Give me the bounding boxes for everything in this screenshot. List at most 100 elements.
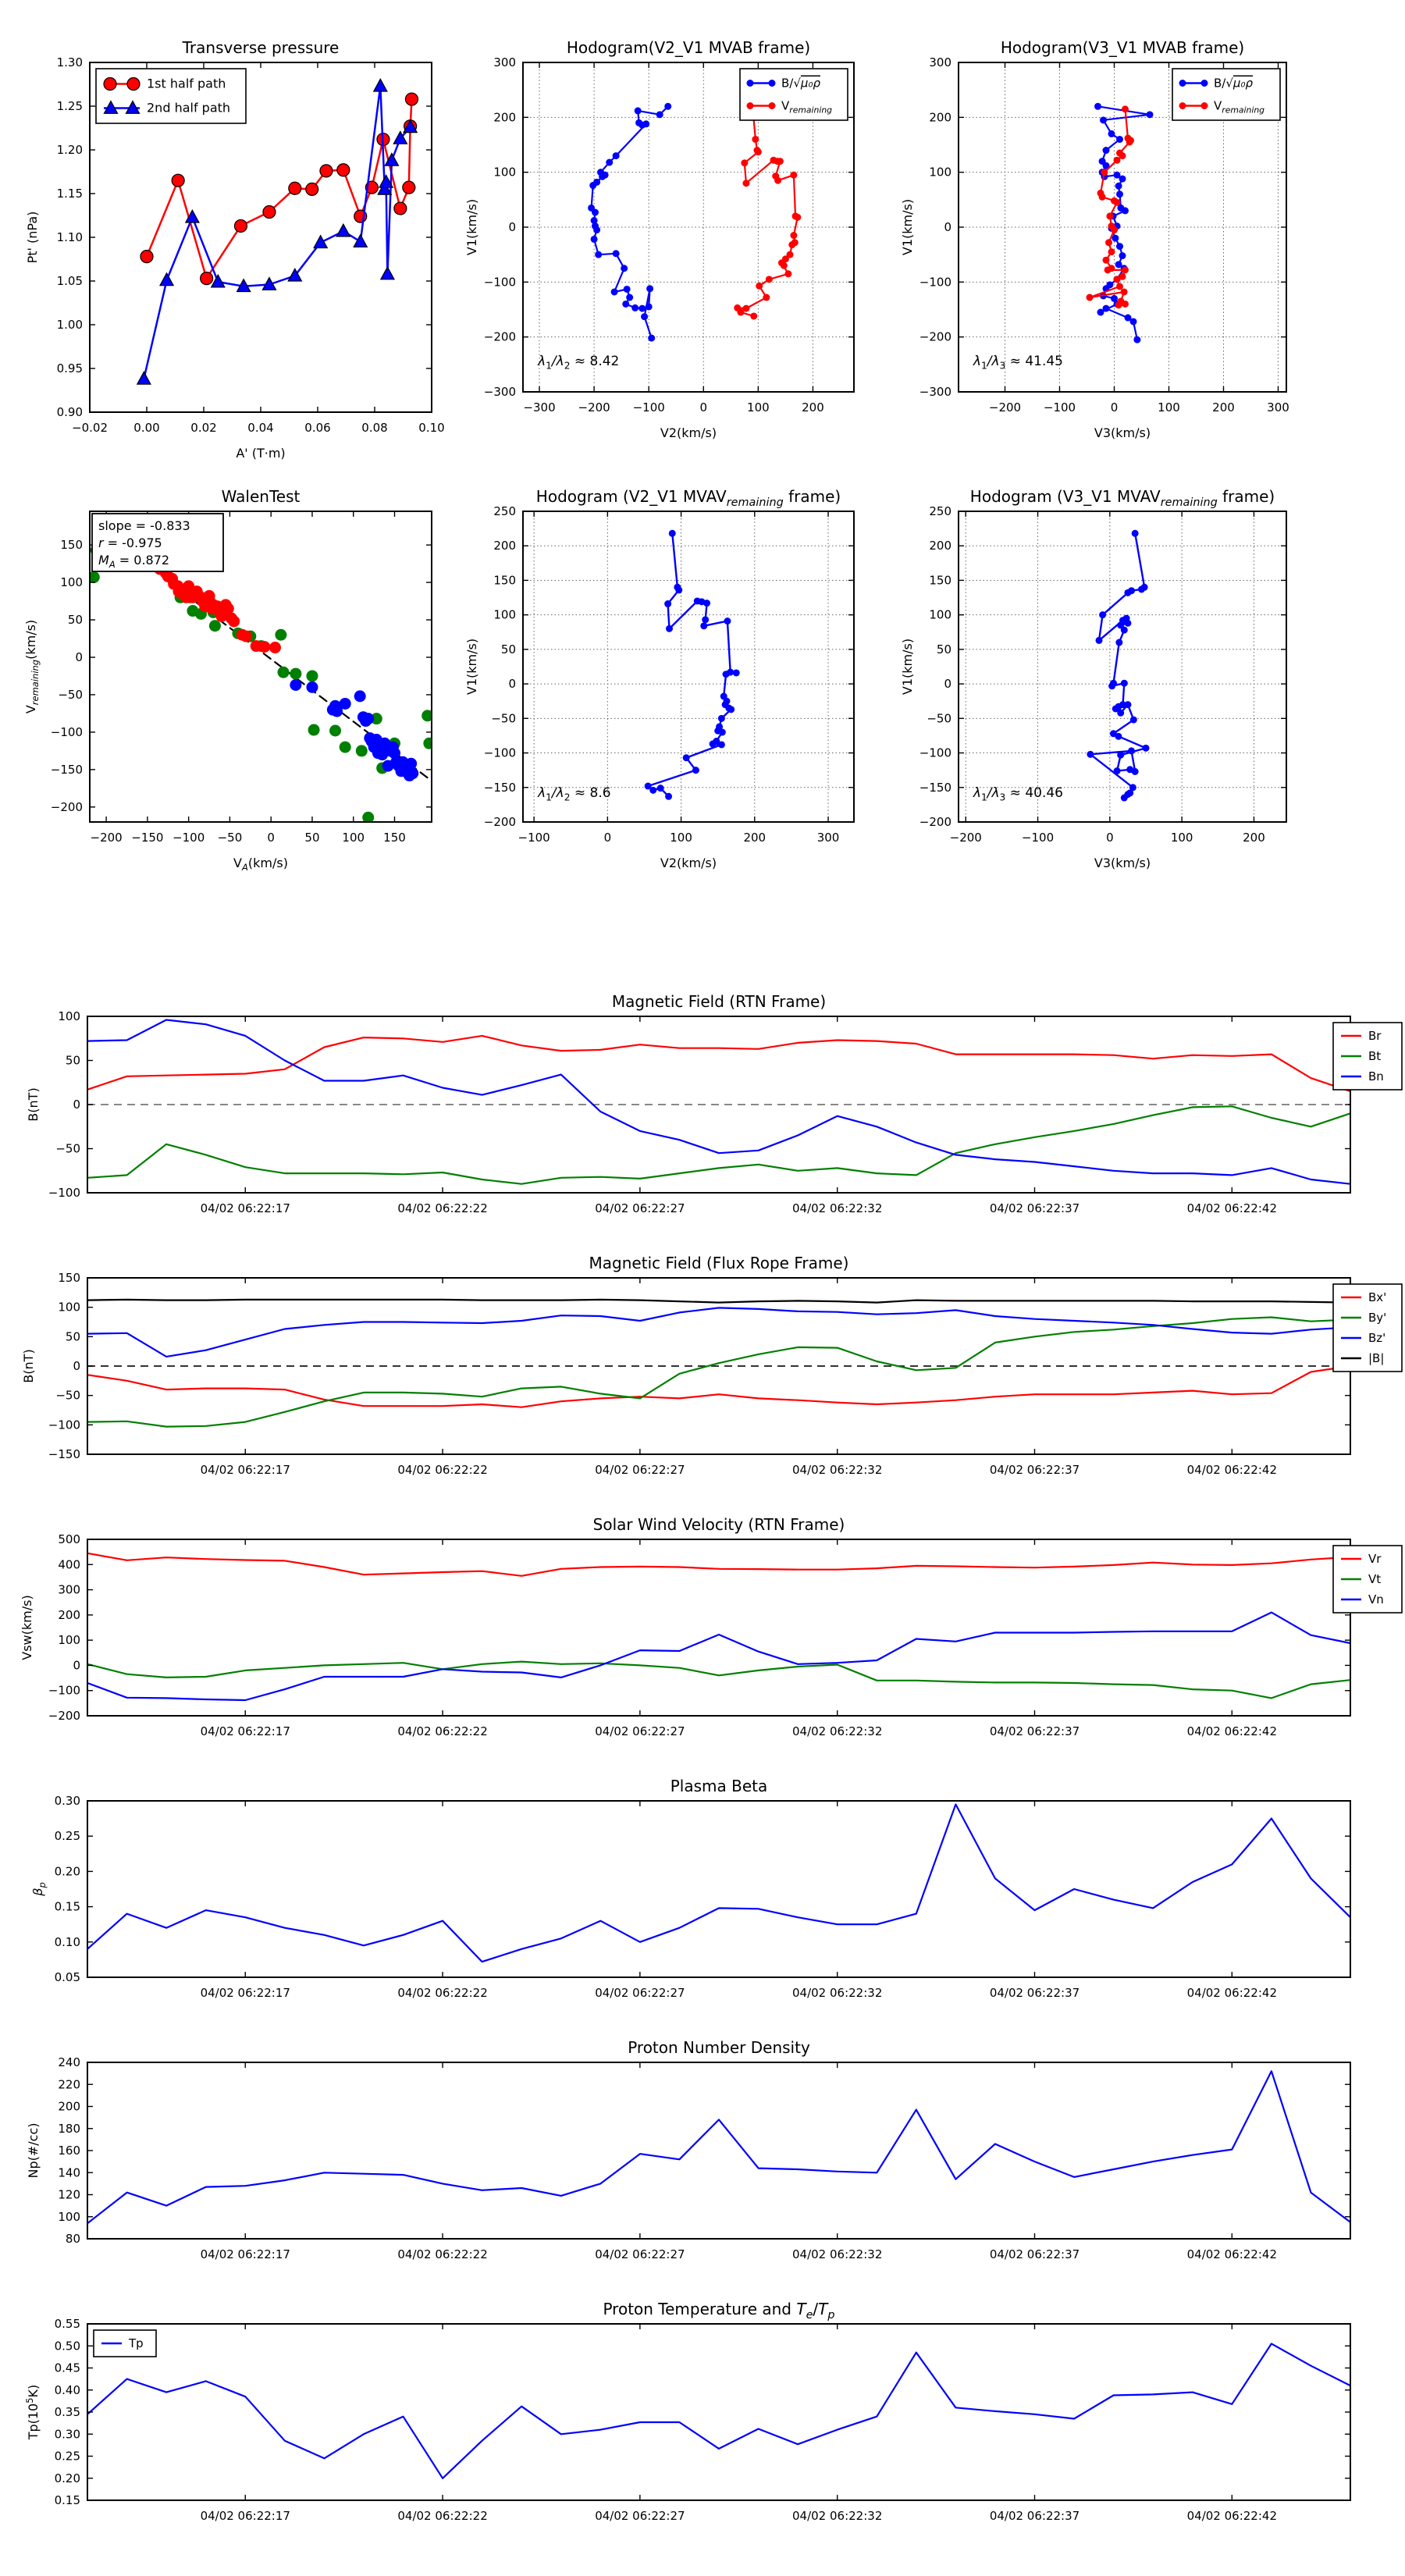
legend-label: Vt [1368,1572,1381,1586]
point-marker [305,182,319,196]
y-tick-label: 0 [944,220,951,234]
point-marker [682,754,690,762]
point-marker [742,304,750,312]
point-marker [203,589,215,602]
x-tick-label: 50 [304,831,319,845]
point-marker [1102,256,1110,264]
point-marker [668,529,676,537]
point-marker [1120,679,1128,687]
point-marker [1122,266,1129,274]
y-tick-label: −50 [55,1142,80,1156]
chart-title: Magnetic Field (RTN Frame) [612,992,826,1011]
x-tick-label: 04/02 06:22:22 [397,1986,487,2000]
x-tick-label: 04/02 06:22:42 [1187,2509,1277,2523]
y-tick-label: 0.45 [55,2361,80,2375]
gridlines [959,62,1286,392]
point-marker [290,667,302,680]
x-tick-label: 04/02 06:22:32 [792,1724,882,1738]
point-marker [1119,252,1126,260]
x-tick-label: 150 [383,831,406,845]
point-marker [626,294,634,301]
y-tick-label: 0.35 [55,2405,80,2419]
chart-title: WalenTest [222,487,301,506]
x-tick-label: 200 [743,831,766,845]
triangle-marker [377,181,393,195]
chart-title: Transverse pressure [182,38,340,57]
point-marker [423,737,432,749]
x-tick-label: −100 [1044,400,1076,415]
y-tick-label: −150 [919,781,951,795]
x-tick-label: 04/02 06:22:17 [201,2247,290,2261]
point-marker [700,622,708,630]
x-tick-label: 04/02 06:22:17 [201,1724,290,1738]
triangle-marker [261,276,277,290]
y-tick-label: 220 [58,2077,80,2091]
point-marker [621,265,628,272]
chart-np: 04/02 06:22:17 04/02 06:22:22 04/02 06:22:… [26,2038,1351,2261]
x-tick-label: −150 [131,831,163,845]
gridlines [523,511,854,822]
axes-background [523,511,854,822]
x-tick-label: 04/02 06:22:27 [595,2247,685,2261]
x-tick-label: 04/02 06:22:17 [201,2509,290,2523]
x-tick-label: 04/02 06:22:17 [201,1986,290,2000]
point-marker [1115,301,1122,309]
point-marker [208,620,221,632]
x-tick-label: −200 [950,831,982,845]
x-tick-label: 04/02 06:22:42 [1187,2247,1277,2261]
x-tick-label: 0.08 [361,421,387,435]
y-tick-label: 0 [508,220,516,234]
axes-frame [87,1800,1351,1978]
axes-frame [87,1539,1351,1717]
point-marker [664,102,672,110]
point-marker [622,300,630,308]
triangle-marker [158,272,175,286]
series-first-half-path [145,98,413,279]
point-marker [1122,300,1129,308]
point-marker [737,308,745,316]
y-tick-label: −150 [48,1447,80,1461]
point-marker [228,615,240,628]
chart-b-rtn: 04/02 06:22:17 04/02 06:22:22 04/02 06:22:… [26,992,1403,1215]
y-tick-label: 0.20 [55,1864,80,1878]
y-axis-label: V1(km/s) [900,199,915,255]
x-tick-label: 04/02 06:22:22 [397,1724,487,1738]
point-marker [717,741,725,749]
ticks: 04/02 06:22:17 04/02 06:22:22 04/02 06:22:… [58,2055,1350,2261]
point-marker [1128,747,1136,755]
x-tick-label: 0 [1106,831,1114,845]
y-tick-label: 0.20 [55,2471,80,2485]
x-tick-label: 04/02 06:22:42 [1187,1986,1277,2000]
point-marker [1112,705,1119,713]
point-marker [742,180,750,187]
chart-beta: 04/02 06:22:17 04/02 06:22:22 04/02 06:22:… [30,1777,1351,2000]
point-marker [656,785,664,792]
point-marker [1122,105,1129,113]
y-tick-label: −100 [48,1418,80,1432]
series-Br [87,1034,1351,1093]
chart-title: Solar Wind Velocity (RTN Frame) [593,1515,845,1534]
point-marker [1102,304,1110,312]
triangle-marker [336,222,351,237]
point-marker [718,728,726,736]
stats-line: MA = 0.872 [98,553,169,570]
point-marker [1129,784,1136,792]
y-tick-label: 0.55 [55,2317,80,2331]
point-marker [1117,751,1125,759]
y-tick-label: 0 [73,1098,80,1112]
legend-label: Vn [1368,1592,1384,1606]
y-tick-label: 100 [58,2210,80,2224]
legend: Bx' By' Bz' |B| [1332,1283,1403,1372]
legend-label: Bx' [1368,1290,1386,1304]
triangle-marker [379,174,394,188]
y-tick-label: 80 [66,2232,80,2246]
point-marker [290,678,302,691]
point-marker [126,76,140,91]
x-axis-label: VA(km/s) [233,856,288,873]
point-marker [709,740,717,748]
point-marker [638,304,646,312]
y-tick-label: 150 [929,573,951,587]
legend-label: |B| [1368,1351,1384,1365]
point-marker [1115,182,1122,190]
y-tick-label: 100 [58,1633,80,1647]
